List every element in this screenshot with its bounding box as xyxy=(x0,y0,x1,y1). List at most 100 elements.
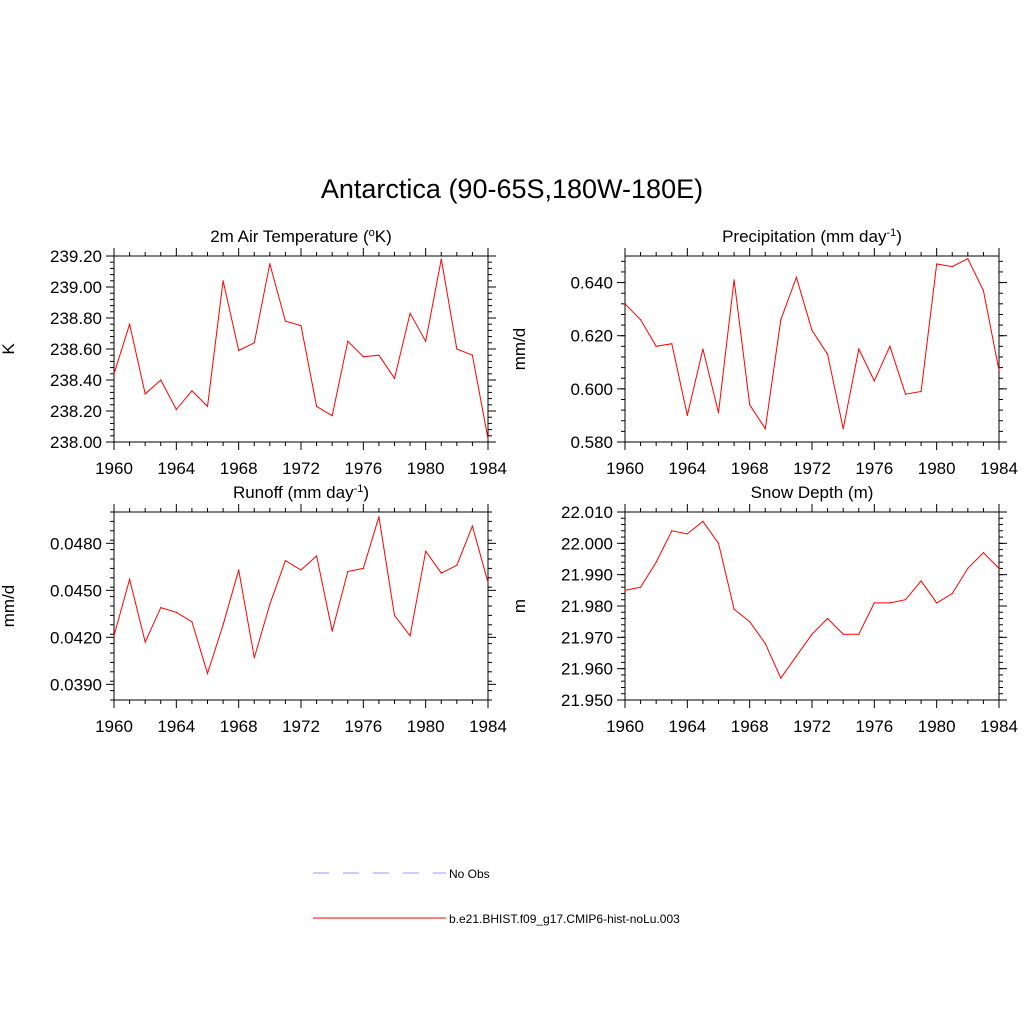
x-tick-label: 1964 xyxy=(157,459,195,478)
data-point xyxy=(655,561,657,563)
series-line xyxy=(624,258,1000,431)
data-point xyxy=(300,325,302,327)
data-point xyxy=(222,280,224,282)
panel-2: 1960 1964 1968 1972 1976 1980 1984 0.580 0.600 0.… xyxy=(510,227,1018,478)
x-tick-label: 1984 xyxy=(469,717,507,736)
data-point xyxy=(889,345,891,347)
panel-4: 1960 1964 1968 1972 1976 1980 1984 21.950 21.960… xyxy=(510,483,1018,736)
data-point xyxy=(904,599,907,601)
data-point xyxy=(858,633,860,635)
x-tick-label: 1976 xyxy=(855,717,893,736)
y-tick-label: 0.0480 xyxy=(50,534,102,553)
x-tick-label: 1968 xyxy=(731,717,769,736)
data-point xyxy=(998,567,1000,570)
x-tick-label: 1984 xyxy=(980,717,1018,736)
plot-frame xyxy=(624,511,1000,701)
data-point xyxy=(425,340,427,342)
data-point xyxy=(269,263,271,265)
data-point xyxy=(749,621,751,623)
data-point xyxy=(471,525,474,527)
data-point xyxy=(702,520,704,523)
y-tick-label: 238.20 xyxy=(50,402,102,421)
data-point xyxy=(873,602,875,604)
legend-label: No Obs xyxy=(449,867,490,881)
data-point xyxy=(717,542,720,544)
data-point xyxy=(671,343,673,345)
x-tick-label: 1960 xyxy=(606,717,644,736)
y-tick-label: 0.640 xyxy=(570,274,613,293)
data-point xyxy=(951,266,953,268)
y-tick-label: 0.620 xyxy=(570,327,613,346)
data-point xyxy=(624,589,626,591)
data-point xyxy=(811,329,813,331)
y-tick-label: 21.980 xyxy=(561,597,613,616)
data-point xyxy=(951,592,953,595)
y-axis-label: m xyxy=(510,599,529,613)
data-point xyxy=(998,369,1000,371)
y-tick-label: 0.600 xyxy=(570,380,613,399)
data-point xyxy=(393,614,396,617)
y-axis-label: mm/d xyxy=(510,328,529,371)
data-point xyxy=(191,621,193,623)
data-point xyxy=(300,569,302,571)
data-point xyxy=(144,393,146,395)
y-tick-label: 21.950 xyxy=(561,691,613,710)
data-point xyxy=(378,354,380,356)
data-point xyxy=(284,559,287,562)
data-point xyxy=(175,611,177,613)
x-tick-label: 1972 xyxy=(793,459,831,478)
x-tick-label: 1964 xyxy=(668,717,706,736)
y-tick-label: 238.60 xyxy=(50,340,102,359)
series-line xyxy=(113,259,489,439)
panel-title: Runoff (mm day-1) xyxy=(233,483,369,502)
y-tick-label: 238.40 xyxy=(50,371,102,390)
x-tick-label: 1976 xyxy=(855,459,893,478)
x-tick-label: 1984 xyxy=(469,459,507,478)
data-point xyxy=(842,428,844,430)
data-point xyxy=(826,617,829,620)
data-point xyxy=(191,390,193,392)
x-tick-label: 1960 xyxy=(95,459,133,478)
data-point xyxy=(686,533,688,535)
y-tick-label: 21.960 xyxy=(561,660,613,679)
x-tick-label: 1960 xyxy=(95,717,133,736)
y-tick-label: 21.970 xyxy=(561,628,613,647)
x-tick-label: 1980 xyxy=(407,459,445,478)
x-tick-label: 1976 xyxy=(344,459,382,478)
data-point xyxy=(362,567,364,570)
panel-1: 1960 1964 1968 1972 1976 1980 1984 238.00 238.20… xyxy=(0,227,507,478)
x-tick-label: 1980 xyxy=(918,459,956,478)
y-tick-label: 0.0420 xyxy=(50,628,102,647)
data-point xyxy=(717,412,720,414)
x-tick-label: 1964 xyxy=(668,459,706,478)
x-tick-label: 1972 xyxy=(282,459,320,478)
data-point xyxy=(175,408,177,411)
data-point xyxy=(967,258,969,260)
data-point xyxy=(331,415,333,417)
data-point xyxy=(826,353,829,355)
y-tick-label: 239.20 xyxy=(50,247,102,266)
data-point xyxy=(764,643,766,645)
data-point xyxy=(671,530,673,532)
data-point xyxy=(440,572,442,574)
y-tick-label: 21.990 xyxy=(561,566,613,585)
y-axis-label: mm/d xyxy=(0,585,18,628)
data-point xyxy=(920,390,922,393)
data-point xyxy=(733,608,735,610)
data-point xyxy=(686,414,688,417)
data-point xyxy=(749,404,751,406)
legend: No Obs b.e21.BHIST.f09_g17.CMIP6-hist-noL… xyxy=(313,867,680,926)
plot-frame xyxy=(624,255,1000,443)
y-tick-label: 238.80 xyxy=(50,309,102,328)
data-point xyxy=(113,635,115,637)
data-point xyxy=(425,550,427,552)
x-tick-label: 1972 xyxy=(282,717,320,736)
data-point xyxy=(144,641,146,643)
data-point xyxy=(889,602,891,604)
data-point xyxy=(487,438,489,440)
data-point xyxy=(206,405,209,407)
data-point xyxy=(393,377,396,380)
data-point xyxy=(269,603,271,606)
